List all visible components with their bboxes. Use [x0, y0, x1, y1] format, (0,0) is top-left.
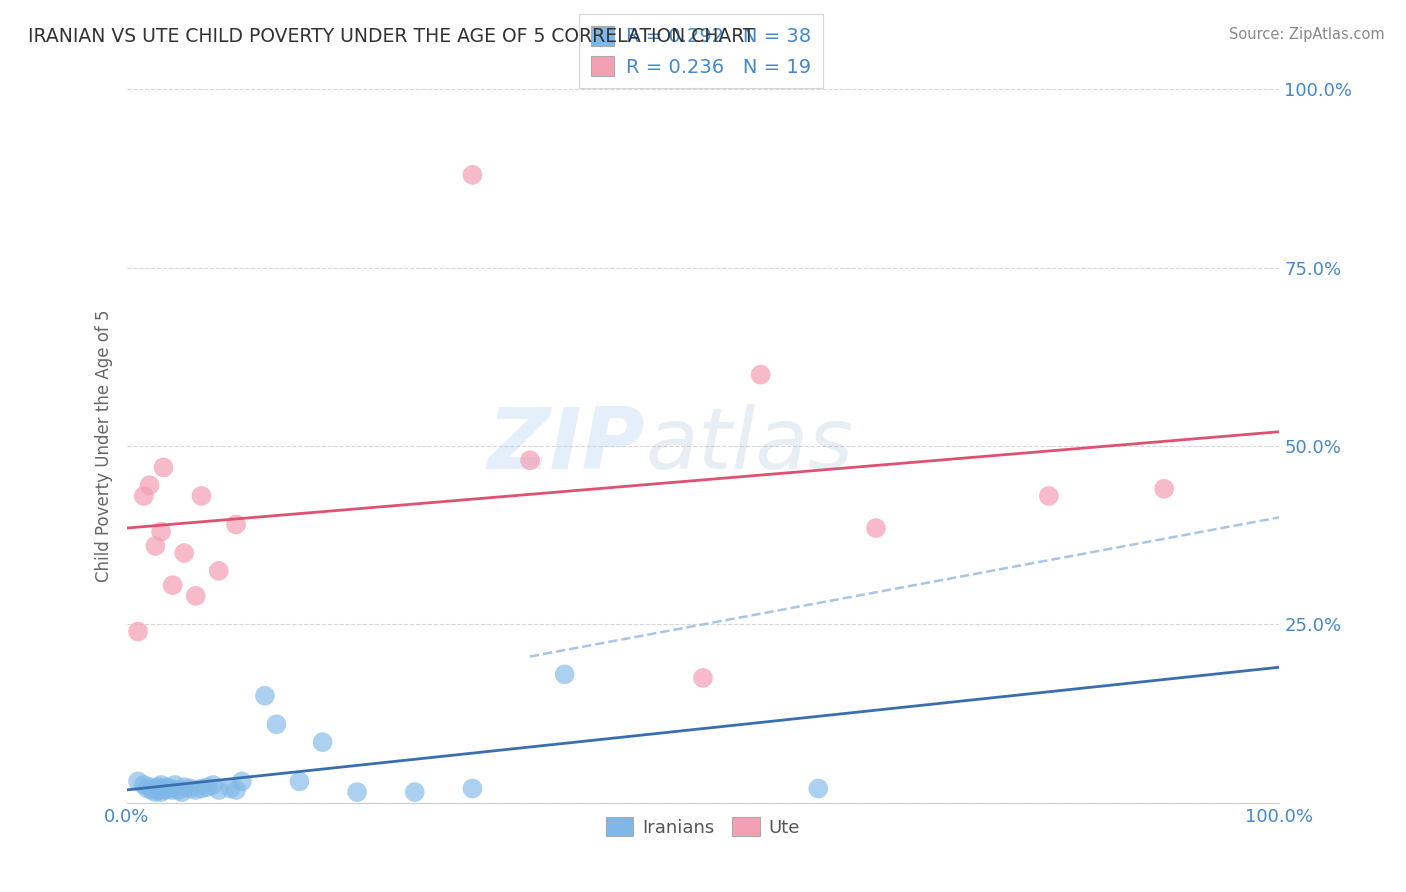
Point — [184, 589, 207, 603]
Point — [225, 783, 247, 797]
Point — [148, 783, 170, 797]
Point — [132, 489, 155, 503]
Point — [288, 774, 311, 789]
Point — [461, 168, 484, 182]
Point — [692, 671, 714, 685]
Point — [173, 546, 195, 560]
Point — [145, 539, 166, 553]
Y-axis label: Child Poverty Under the Age of 5: Child Poverty Under the Age of 5 — [94, 310, 112, 582]
Point — [190, 489, 212, 503]
Point — [152, 460, 174, 475]
Point — [145, 781, 166, 796]
Point — [132, 778, 155, 792]
Point — [146, 780, 169, 794]
Point — [138, 780, 160, 794]
Point — [1153, 482, 1175, 496]
Point — [554, 667, 576, 681]
Point — [253, 689, 276, 703]
Point — [127, 774, 149, 789]
Legend: Iranians, Ute: Iranians, Ute — [599, 810, 807, 844]
Point — [138, 478, 160, 492]
Point — [167, 783, 190, 797]
Point — [163, 778, 186, 792]
Point — [136, 781, 159, 796]
Point — [190, 781, 212, 796]
Point — [208, 564, 231, 578]
Point — [208, 783, 231, 797]
Point — [225, 517, 247, 532]
Point — [749, 368, 772, 382]
Point — [145, 785, 166, 799]
Point — [141, 783, 163, 797]
Point — [150, 524, 173, 539]
Point — [231, 774, 253, 789]
Point — [159, 781, 181, 796]
Point — [404, 785, 426, 799]
Point — [162, 783, 184, 797]
Text: atlas: atlas — [645, 404, 853, 488]
Point — [807, 781, 830, 796]
Point — [202, 778, 225, 792]
Point — [173, 780, 195, 794]
Point — [162, 578, 184, 592]
Point — [153, 783, 176, 797]
Point — [184, 783, 207, 797]
Point — [346, 785, 368, 799]
Text: IRANIAN VS UTE CHILD POVERTY UNDER THE AGE OF 5 CORRELATION CHART: IRANIAN VS UTE CHILD POVERTY UNDER THE A… — [28, 27, 755, 45]
Point — [1038, 489, 1060, 503]
Text: Source: ZipAtlas.com: Source: ZipAtlas.com — [1229, 27, 1385, 42]
Point — [150, 785, 173, 799]
Point — [519, 453, 541, 467]
Point — [156, 780, 179, 794]
Point — [170, 785, 193, 799]
Point — [461, 781, 484, 796]
Point — [266, 717, 288, 731]
Point — [311, 735, 333, 749]
Point — [179, 781, 201, 796]
Point — [127, 624, 149, 639]
Point — [150, 778, 173, 792]
Point — [152, 781, 174, 796]
Text: ZIP: ZIP — [488, 404, 645, 488]
Point — [219, 781, 242, 796]
Point — [865, 521, 887, 535]
Point — [195, 780, 218, 794]
